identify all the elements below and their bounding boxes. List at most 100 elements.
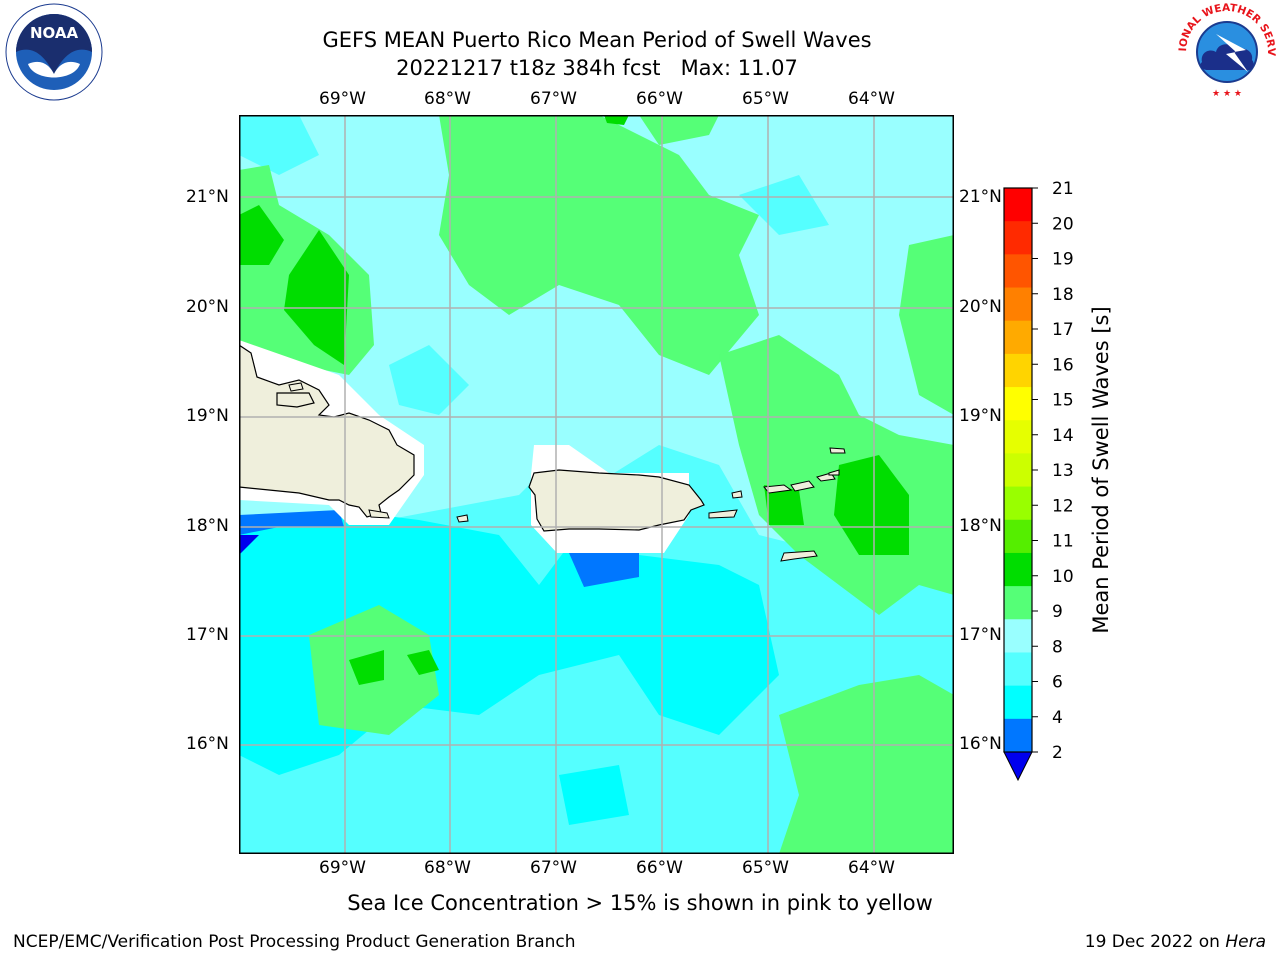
lat-label-left: 19°N (186, 406, 229, 426)
colorbar-band (1004, 652, 1032, 687)
colorbar-band (1004, 486, 1032, 521)
st-croix-island (780, 550, 818, 562)
colorbar-tick-label: 9 (1052, 602, 1063, 622)
field-6-8 (389, 345, 469, 415)
colorbar-band (1004, 420, 1032, 454)
hispaniola-land (239, 344, 415, 518)
field-10-11 (239, 205, 284, 265)
lat-label-right: 19°N (959, 406, 1002, 426)
colorbar-tick-label: 20 (1052, 214, 1074, 234)
colorbar-band (1004, 188, 1032, 222)
field-9-10 (439, 115, 759, 375)
lat-label-right: 20°N (959, 297, 1002, 317)
lon-label-top: 64°W (848, 89, 895, 109)
field-9-10 (779, 675, 954, 854)
colorbar-tick-label: 6 (1052, 673, 1063, 693)
colorbar-tick-label: 14 (1052, 426, 1074, 446)
colorbar-band (1004, 453, 1032, 488)
svg-text:★ ★ ★: ★ ★ ★ (1212, 89, 1242, 99)
lon-label-bottom: 67°W (530, 858, 577, 878)
colorbar-tick-label: 13 (1052, 461, 1074, 481)
noaa-logo: NOAA (5, 3, 103, 101)
footer-right: 19 Dec 2022 on Hera (1084, 932, 1266, 952)
field-10-11 (604, 115, 629, 125)
colorbar-tick-label: 18 (1052, 285, 1074, 305)
lon-label-top: 66°W (636, 89, 683, 109)
colorbar-tick-label: 21 (1052, 180, 1074, 199)
colorbar-extend-under (1003, 751, 1033, 782)
lat-label-right: 18°N (959, 516, 1002, 536)
colorbar-band (1004, 718, 1032, 753)
field-10-11 (834, 455, 909, 555)
footer-left: NCEP/EMC/Verification Post Processing Pr… (13, 932, 576, 952)
lat-label-left: 17°N (186, 625, 229, 645)
virgin-gorda-island (828, 469, 840, 476)
lat-label-right: 17°N (959, 625, 1002, 645)
field-10-11 (349, 650, 384, 685)
colorbar-band (1004, 254, 1032, 289)
field-below-2 (239, 535, 259, 555)
map-gridlines (239, 115, 954, 854)
colorbar-tick-label: 11 (1052, 532, 1074, 552)
lon-label-bottom: 68°W (424, 858, 471, 878)
culebra-island (731, 490, 743, 499)
lon-label-top: 68°W (424, 89, 471, 109)
lon-label-top: 67°W (530, 89, 577, 109)
noaa-logo-text: NOAA (30, 24, 79, 42)
lat-label-left: 20°N (186, 297, 229, 317)
map-frame (239, 115, 954, 854)
field-9-10 (899, 235, 954, 415)
colorbar-tick-label: 4 (1052, 708, 1063, 728)
colorbar-tick-label: 16 (1052, 355, 1074, 375)
colorbar-band (1004, 685, 1032, 720)
colorbar-label-wrap: Mean Period of Swell Waves [s] (1086, 290, 1116, 650)
colorbar-tick-label: 19 (1052, 250, 1074, 270)
st-john-island (790, 480, 815, 492)
colorbar-tick-label: 15 (1052, 391, 1074, 411)
lon-label-top: 65°W (742, 89, 789, 109)
colorbar-bands (1004, 188, 1032, 753)
footer-system: Hera (1225, 932, 1266, 952)
field-10-11 (764, 485, 804, 525)
lon-label-bottom: 66°W (636, 858, 683, 878)
field-10-11 (284, 230, 349, 365)
lon-label-bottom: 69°W (319, 858, 366, 878)
colorbar-tick-label: 8 (1052, 637, 1063, 657)
field-2-4 (239, 510, 344, 535)
colorbar-band (1004, 387, 1032, 421)
vieques-island (708, 509, 738, 519)
colorbar-label: Mean Period of Swell Waves [s] (1089, 306, 1113, 634)
saona-island (368, 509, 390, 519)
colorbar-band (1004, 221, 1032, 255)
field-6-8 (739, 175, 829, 235)
colorbar-band (1004, 320, 1032, 355)
field-2-4 (569, 553, 639, 587)
chart-title: GEFS MEAN Puerto Rico Mean Period of Swe… (322, 28, 872, 52)
lat-label-left: 18°N (186, 516, 229, 536)
colorbar-tick-label: 17 (1052, 320, 1074, 340)
field-10-11 (407, 650, 439, 675)
sea-ice-note: Sea Ice Concentration > 15% is shown in … (347, 891, 933, 915)
colorbar: 21 20 19 18 17 16 15 14 13 12 11 10 9 8 6 4 2 (1003, 180, 1074, 782)
colorbar-band (1004, 586, 1032, 620)
lat-label-right: 16°N (959, 734, 1002, 754)
colorbar-tick-label: 12 (1052, 496, 1074, 516)
chart-subtitle: 20221217 t18z 384h fcst Max: 11.07 (396, 56, 798, 80)
field-6-8 (239, 115, 319, 175)
mona-island (456, 514, 469, 523)
anegada-island (829, 447, 846, 454)
colorbar-tick-label: 10 (1052, 567, 1074, 587)
puerto-rico-land (528, 469, 705, 532)
lon-label-bottom: 65°W (742, 858, 789, 878)
nws-logo: NATIONAL WEATHER SERVICE ★ ★ ★ (1176, 0, 1277, 99)
colorbar-band (1004, 353, 1032, 388)
lat-label-left: 16°N (186, 734, 229, 754)
lon-label-bottom: 64°W (848, 858, 895, 878)
colorbar-ticks: 21 20 19 18 17 16 15 14 13 12 11 10 9 8 6 4 2 (1032, 180, 1074, 763)
tortuga-island (288, 382, 304, 392)
lon-label-top: 69°W (319, 89, 366, 109)
colorbar-band (1004, 519, 1032, 554)
swell-period-map (239, 115, 954, 854)
lat-label-left: 21°N (186, 187, 229, 207)
colorbar-band (1004, 619, 1032, 653)
